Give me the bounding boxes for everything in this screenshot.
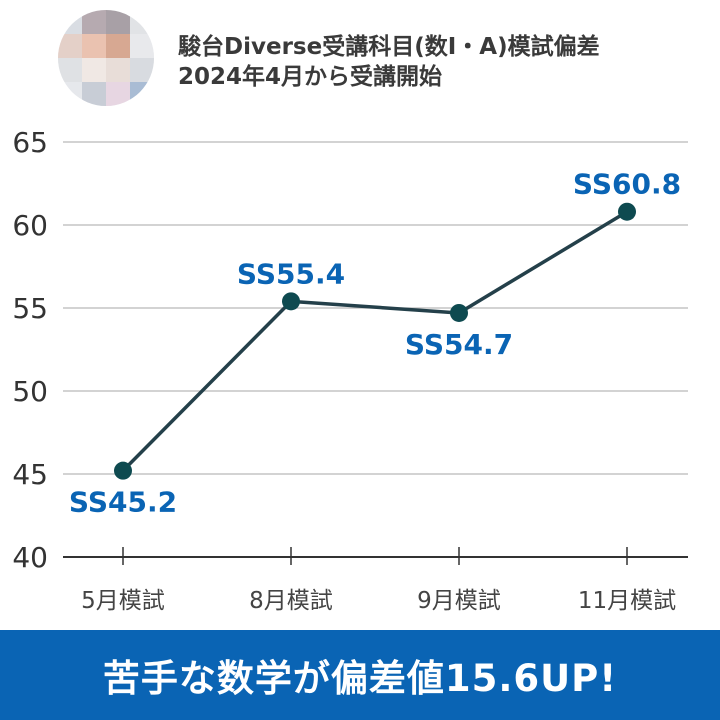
title-line-2: 2024年4月から受講開始 bbox=[178, 64, 443, 90]
data-label: SS55.4 bbox=[237, 257, 345, 290]
y-tick-label: 40 bbox=[12, 541, 48, 574]
series-line bbox=[121, 210, 628, 472]
data-point bbox=[450, 303, 468, 322]
y-tick-label: 60 bbox=[12, 209, 48, 242]
x-tick-label: 8月模試 bbox=[249, 588, 333, 614]
title-line-1: 駿台Diverse受講科目(数Ⅰ・A)模試偏差 bbox=[178, 34, 600, 60]
x-tick-label: 9月模試 bbox=[417, 588, 501, 614]
line-chart: 40 45 50 55 60 65 5月模試 8月模試 9月模試 11月模試 SS45.2 SS55.… bbox=[12, 126, 688, 614]
data-point bbox=[282, 292, 300, 311]
y-tick-label: 55 bbox=[12, 292, 48, 325]
x-tick-label: 5月模試 bbox=[81, 588, 165, 614]
y-tick-label: 50 bbox=[12, 375, 48, 408]
chart-title: 駿台Diverse受講科目(数Ⅰ・A)模試偏差 2024年4月から受講開始 bbox=[178, 32, 600, 92]
avatar bbox=[58, 10, 154, 106]
data-label: SS45.2 bbox=[69, 486, 177, 519]
y-tick-label: 45 bbox=[12, 458, 48, 491]
y-tick-label: 65 bbox=[12, 126, 48, 159]
result-banner: 苦手な数学が偏差値15.6UP! bbox=[0, 630, 720, 720]
banner-text: 苦手な数学が偏差値15.6UP! bbox=[102, 657, 618, 700]
x-tick-label: 11月模試 bbox=[578, 588, 676, 614]
data-label: SS60.8 bbox=[573, 168, 681, 201]
data-point bbox=[618, 202, 636, 221]
data-point bbox=[114, 461, 132, 480]
data-label: SS54.7 bbox=[405, 328, 513, 361]
